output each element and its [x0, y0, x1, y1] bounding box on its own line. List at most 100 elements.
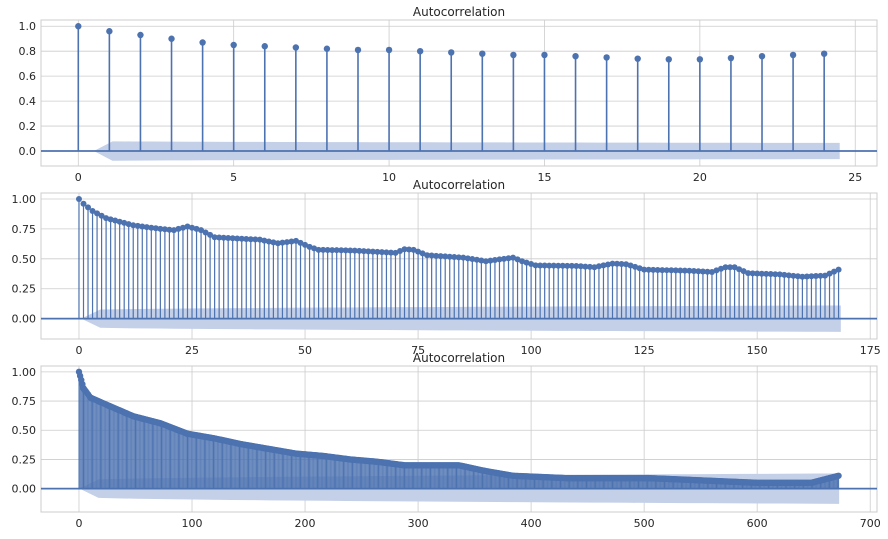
acf-point [820, 50, 828, 57]
acf-point [265, 238, 272, 245]
acf-point [416, 47, 424, 55]
acf-point [822, 272, 829, 279]
acf-point [749, 270, 756, 277]
acf-point [207, 231, 214, 238]
acf-point [632, 263, 639, 270]
chart-title: Autocorrelation [413, 351, 505, 365]
acf-point [541, 262, 548, 269]
acf-point [378, 249, 385, 256]
acf-point [767, 271, 774, 278]
y-tick-label: 1.00 [12, 366, 37, 379]
acf-point [139, 223, 146, 230]
x-tick-label: 5 [230, 171, 237, 184]
acf-point [789, 51, 797, 59]
acf-point [479, 50, 486, 57]
acf-point [722, 264, 729, 271]
acf-point [591, 264, 598, 271]
acf-point [460, 254, 467, 261]
acf-point [618, 261, 625, 268]
x-tick-label: 10 [382, 171, 396, 184]
acf-point [835, 472, 842, 479]
acf-point [415, 248, 422, 255]
acf-point [659, 267, 666, 274]
acf-point [396, 248, 403, 255]
acf-point [297, 239, 304, 246]
acf-point [374, 248, 381, 255]
chart-title: Autocorrelation [413, 178, 505, 192]
acf-point [469, 256, 476, 263]
x-tick-label: 50 [298, 344, 312, 357]
acf-point [112, 217, 119, 224]
acf-point [532, 262, 539, 269]
acf-point [184, 223, 191, 230]
acf-point [528, 261, 535, 268]
acf-point [238, 235, 245, 242]
acf-point [137, 31, 144, 39]
acf-point [781, 271, 788, 278]
acf-point [329, 247, 336, 254]
acf-point [482, 258, 489, 265]
acf-point [392, 249, 399, 256]
x-tick-label: 75 [411, 344, 425, 357]
acf-point [835, 266, 842, 273]
acf-point [604, 261, 611, 268]
acf-point [89, 207, 96, 214]
acf-point [555, 262, 562, 269]
acf-point [75, 195, 82, 202]
acf-panel-2: 0 25 50 75 100 125 150 175 0.00 0.25 0.50 0.75 1.00 A… [12, 178, 881, 357]
acf-point [130, 222, 137, 229]
acf-point [672, 267, 679, 274]
acf-point [514, 256, 521, 263]
acf-point [634, 55, 641, 62]
acf-point [541, 51, 548, 59]
x-tick-label: 0 [75, 517, 82, 530]
acf-point [582, 263, 589, 270]
x-tick-label: 400 [521, 517, 542, 530]
acf-point [157, 225, 164, 232]
plot-area [40, 19, 878, 167]
acf-point [794, 273, 801, 280]
acf-point [202, 229, 209, 236]
acf-point [686, 267, 693, 274]
acf-point [342, 247, 349, 254]
acf-point [595, 263, 602, 270]
acf-point [455, 254, 462, 261]
acf-point [758, 52, 766, 60]
x-tick-label: 25 [848, 171, 862, 184]
acf-point [772, 271, 779, 278]
x-tick-label: 150 [747, 344, 768, 357]
x-tick-label: 700 [860, 517, 881, 530]
x-tick-label: 25 [185, 344, 199, 357]
y-tick-label: 0.50 [12, 253, 37, 266]
acf-point [799, 273, 806, 280]
acf-point [496, 256, 503, 263]
acf-panel-1: 0 5 10 15 20 25 0.0 0.2 0.4 0.6 0.8 1.0 Autocorrelat… [19, 5, 878, 184]
x-tick-label: 0 [75, 344, 82, 357]
acf-point [179, 224, 186, 231]
acf-point [85, 204, 92, 211]
acf-point [354, 46, 362, 54]
acf-point [519, 258, 526, 265]
acf-point [790, 272, 797, 279]
acf-point [699, 268, 706, 275]
acf-point [681, 267, 688, 274]
acf-point [198, 227, 205, 234]
acf-point [406, 246, 413, 253]
acf-point [189, 224, 196, 231]
acf-point [763, 270, 770, 277]
acf-point [175, 225, 182, 232]
y-tick-label: 0.25 [12, 453, 37, 466]
acf-point [510, 51, 517, 59]
acf-point [586, 263, 593, 270]
acf-point [812, 273, 819, 280]
acf-point [665, 56, 672, 63]
acf-point [360, 248, 367, 255]
acf-point [817, 272, 824, 279]
acf-point [80, 200, 87, 207]
acf-point [731, 264, 738, 271]
x-tick-label: 100 [182, 517, 203, 530]
y-tick-label: 0.75 [12, 223, 37, 236]
acf-point [383, 249, 390, 256]
acf-point [387, 249, 394, 256]
acf-point [121, 219, 128, 226]
